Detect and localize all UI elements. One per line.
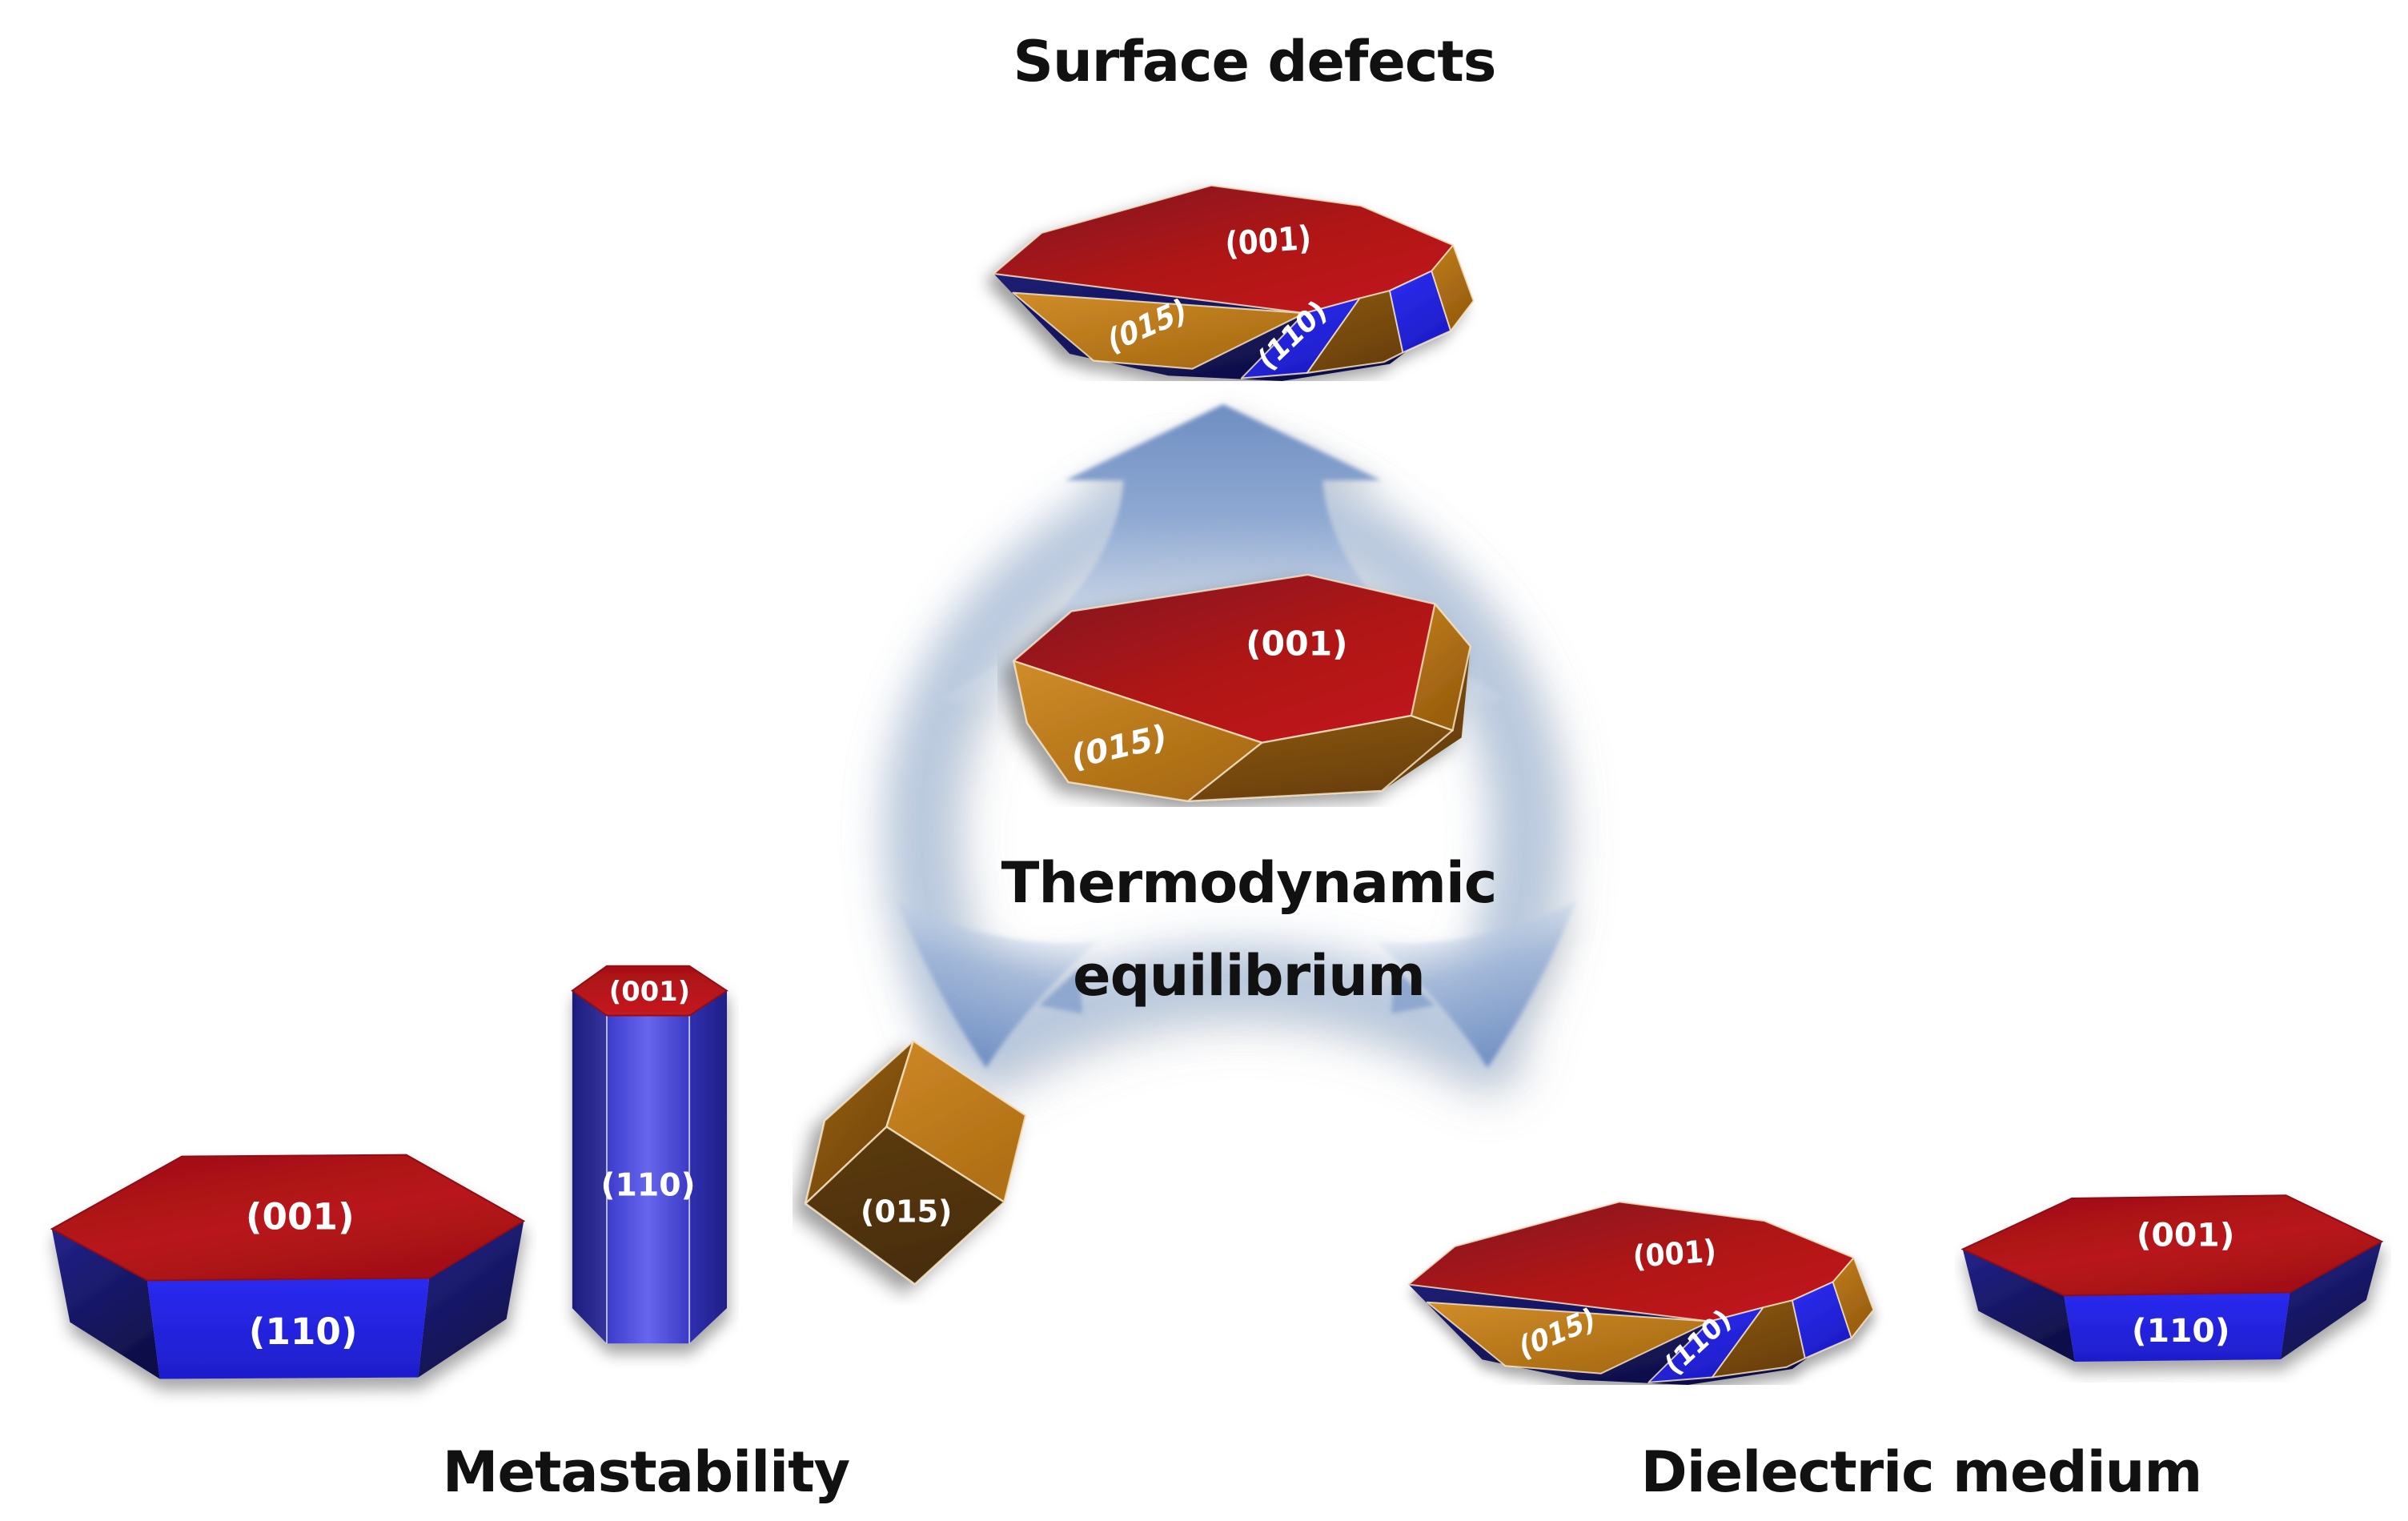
facet-bottom-brown	[1306, 290, 1404, 374]
facet-015-front	[805, 1126, 1005, 1286]
facet-label-001: (001)	[246, 1195, 355, 1238]
facet-015-left	[1426, 1301, 1711, 1375]
caption-surface-defects: Surface defects	[1013, 29, 1497, 94]
facet-110-front	[146, 1278, 430, 1379]
crystal-metastability-plate: (001) (110)	[50, 1154, 526, 1379]
facet-015-right	[1431, 244, 1475, 332]
facet-bottom-brown	[1187, 714, 1454, 802]
facet-110-left	[1962, 1249, 2075, 1362]
crystal-dielectric-faceted: (001) (015) (110)	[1407, 1201, 1875, 1385]
down-left-arrow-barb	[1039, 969, 1082, 1013]
facet-label-001: (001)	[609, 976, 690, 1007]
down-left-arrow	[897, 900, 1098, 1068]
facet-label-110: (110)	[249, 1310, 358, 1353]
facet-015-left	[1013, 660, 1263, 802]
facet-015-right	[1832, 1257, 1875, 1339]
down-right-arrow	[1375, 900, 1577, 1068]
facet-110-right-stripe	[689, 990, 727, 1344]
facet-110-left-stripe	[572, 990, 607, 1344]
facet-label-001: (001)	[1631, 1233, 1717, 1275]
facet-bottom-brown	[1712, 1299, 1806, 1379]
facet-label-001: (001)	[2137, 1216, 2235, 1254]
caption-dielectric-medium: Dielectric medium	[1640, 1439, 2203, 1505]
facet-015-left	[1012, 291, 1306, 370]
crystal-metastability-rhomb: (015)	[805, 1040, 1027, 1286]
caption-metastability: Metastability	[442, 1439, 850, 1505]
facet-110-front	[2064, 1292, 2290, 1362]
facet-label-110: (110)	[600, 1167, 695, 1204]
facet-label-001: (001)	[1246, 624, 1347, 664]
facet-001-top	[1961, 1194, 2384, 1297]
crystal-metastability-column: (001) (110)	[571, 965, 728, 1344]
caption-thermodynamic-line2: equilibrium	[1073, 943, 1426, 1009]
crystal-dielectric-plate: (001) (110)	[1961, 1194, 2384, 1362]
facet-001-top	[50, 1154, 526, 1282]
facet-label-001: (001)	[1224, 219, 1312, 263]
crystal-surface-defects: (001) (015) (110)	[993, 184, 1475, 381]
facet-001-cap	[571, 965, 728, 1017]
facet-110-right	[418, 1221, 524, 1378]
facet-110-right	[2280, 1241, 2382, 1360]
caption-thermodynamic-line1: Thermodynamic	[1001, 850, 1498, 916]
facet-label-110: (110)	[2132, 1311, 2230, 1350]
facet-110-front	[607, 1015, 690, 1344]
down-right-arrow-barb	[1391, 969, 1435, 1013]
crystal-equilibrium: (001) (015)	[1013, 573, 1471, 802]
facet-110-left	[51, 1229, 160, 1379]
facet-015-right	[1410, 603, 1471, 732]
facet-label-015: (015)	[861, 1194, 953, 1230]
